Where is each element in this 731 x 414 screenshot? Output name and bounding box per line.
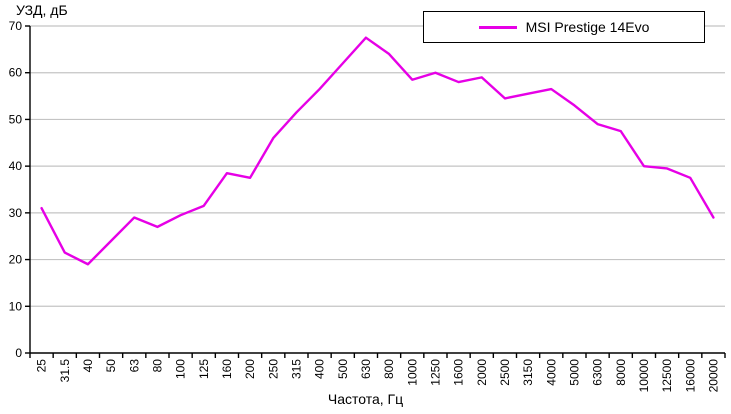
x-tick-label: 1000 [405,359,419,386]
x-tick-label: 400 [313,359,327,379]
y-tick-label: 70 [9,19,23,33]
x-tick-label: 4000 [544,359,558,386]
series-line-msi-prestige-14evo [40,36,715,266]
x-tick-label: 31.5 [58,359,72,383]
x-tick-label: 16000 [683,359,697,393]
x-tick-label: 160 [220,359,234,379]
x-tick-label: 630 [359,359,373,379]
y-tick-label: 40 [9,159,23,173]
x-tick-label: 500 [336,359,350,379]
x-tick-label: 125 [197,359,211,379]
x-tick-label: 8000 [614,359,628,386]
x-tick-label: 100 [174,359,188,379]
x-axis-title: Частота, Гц [327,391,404,407]
y-tick-label: 30 [9,206,23,220]
x-tick-label: 63 [127,359,141,373]
x-tick-label: 50 [104,359,118,373]
x-tick-label: 3150 [521,359,535,386]
x-tick-label: 40 [81,359,95,373]
x-tick-label: 5000 [567,359,581,386]
x-tick-label: 80 [150,359,164,373]
x-tick-label: 2500 [498,359,512,386]
y-tick-label: 0 [15,346,22,360]
legend-line-sample [478,25,517,29]
x-tick-label: 25 [35,359,49,373]
x-tick-label: 200 [243,359,257,379]
y-tick-label: 60 [9,66,23,80]
y-tick-label: 50 [9,112,23,126]
x-tick-label: 1250 [428,359,442,386]
x-tick-label: 800 [382,359,396,379]
legend: MSI Prestige 14Evo [423,11,705,43]
y-axis-title: УЗД, дБ [16,2,68,18]
legend-series-label: MSI Prestige 14Evo [525,19,650,35]
x-tick-label: 20000 [706,359,720,393]
y-tick-label: 20 [9,253,23,267]
x-tick-label: 6300 [591,359,605,386]
x-tick-label: 1600 [452,359,466,386]
x-tick-label: 12500 [660,359,674,393]
x-tick-label: 250 [266,359,280,379]
x-tick-label: 10000 [637,359,651,393]
y-tick-label: 10 [9,299,23,313]
x-tick-label: 2000 [475,359,489,386]
x-tick-label: 315 [289,359,303,379]
